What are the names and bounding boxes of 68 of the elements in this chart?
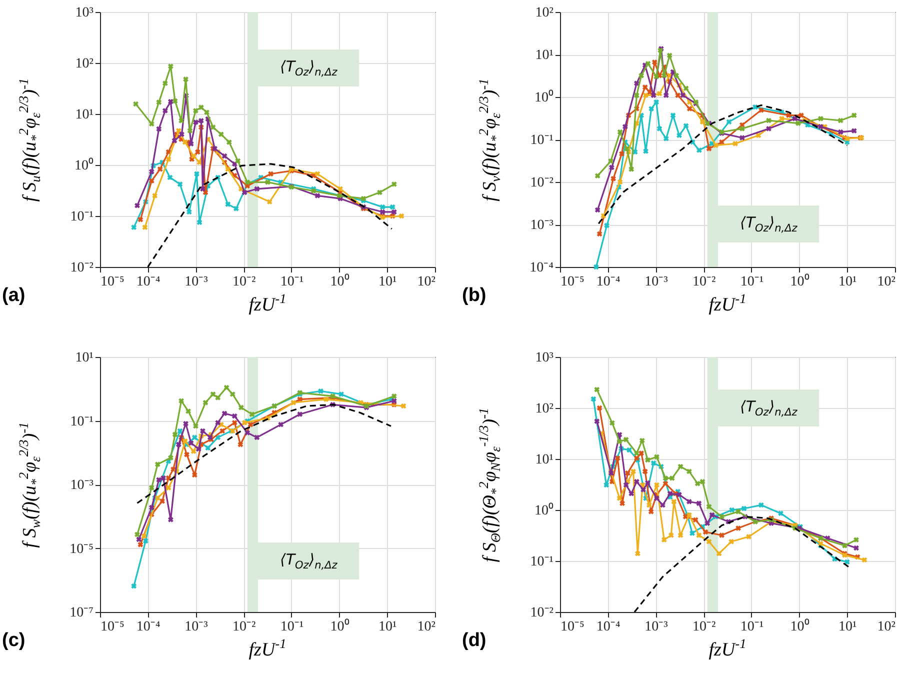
y-tick-label: 10⁻² [530, 176, 554, 190]
y-tick-label: 10⁰ [534, 90, 554, 106]
x-tick-label: 10⁰ [790, 274, 810, 290]
y-tick-label: 10⁻⁵ [70, 542, 94, 557]
text: (d) [462, 630, 486, 652]
y-tick-label: 10⁻⁷ [70, 606, 94, 620]
x-tick-label: 10⁻¹ [280, 274, 304, 290]
x-tick-label: 10⁻¹ [280, 620, 304, 634]
x-tick-label: 10⁻⁵ [100, 274, 124, 290]
x-tick-label: 10² [877, 620, 896, 634]
y-tick-label: 10¹ [75, 350, 94, 366]
y-tick-label: 10⁻¹ [70, 210, 94, 224]
x-tick-label: 10⁻³ [644, 274, 668, 290]
x-tick-label: 10⁻⁵ [100, 620, 124, 634]
y-tick-label: 10⁻² [530, 606, 554, 620]
y-tick-label: 10¹ [535, 48, 554, 63]
y-tick-label: 10⁻⁴ [530, 260, 554, 276]
x-tick-label: 10² [417, 620, 436, 634]
x-axis-title: fzU$^{-1}$ [248, 636, 286, 662]
x-tick-label: 10⁰ [330, 274, 350, 290]
y-tick-label: 10⁻¹ [530, 554, 554, 570]
x-tick-label: 10⁻⁴ [136, 620, 160, 634]
x-tick-label: 10⁰ [790, 618, 810, 634]
y-tick-label: 10¹ [535, 452, 554, 468]
y-tick-label: 10³ [75, 6, 94, 20]
y-tick-label: 10⁻¹ [70, 414, 94, 430]
x-axis-title: fzU$^{-1}$ [708, 636, 746, 662]
y-tick-label: 10⁻³ [70, 478, 94, 493]
x-tick-label: 10² [877, 274, 896, 290]
x-tick-label: 10² [417, 274, 436, 290]
x-tick-label: 10¹ [378, 274, 397, 290]
y-tick-label: 10⁻² [70, 260, 94, 276]
y-tick-label: 10² [75, 56, 94, 72]
x-tick-label: 10⁻² [692, 620, 716, 634]
x-tick-label: 10⁻² [232, 274, 256, 290]
x-axis-title: fzU$^{-1}$ [708, 291, 746, 316]
y-tick-label: 10³ [535, 350, 554, 366]
x-tick-label: 10⁻⁴ [596, 620, 620, 634]
x-tick-label: 10⁰ [330, 618, 350, 634]
x-tick-label: 10⁻³ [184, 274, 208, 290]
x-tick-label: 10⁻⁵ [560, 620, 584, 634]
band-label: ⟨T$_{Oz}$⟩$_{n,Δz}$ [258, 50, 360, 87]
x-tick-label: 10⁻⁴ [596, 274, 620, 290]
band-label: ⟨T$_{Oz}$⟩$_{n,Δz}$ [718, 205, 820, 242]
text: (b) [462, 285, 486, 307]
text: (a) [2, 285, 26, 307]
y-tick-label: 10² [535, 402, 554, 416]
x-tick-label: 10¹ [378, 620, 397, 634]
y-tick-label: 10⁰ [534, 502, 554, 518]
x-tick-label: 10⁻¹ [740, 274, 764, 290]
x-axis-title: fzU$^{-1}$ [248, 291, 286, 316]
y-tick-label: 10¹ [75, 108, 94, 122]
x-tick-label: 10⁻² [232, 620, 256, 634]
x-tick-label: 10⁻¹ [740, 620, 764, 634]
x-tick-label: 10¹ [838, 620, 857, 634]
x-tick-label: 10¹ [838, 274, 857, 290]
x-tick-label: 10⁻⁵ [560, 274, 584, 290]
band-label: ⟨T$_{Oz}$⟩$_{n,Δz}$ [258, 542, 360, 580]
band-label: ⟨T$_{Oz}$⟩$_{n,Δz}$ [718, 390, 820, 426]
y-tick-label: 10² [535, 6, 554, 20]
x-tick-label: 10⁻³ [644, 620, 668, 634]
x-tick-label: 10⁻⁴ [136, 274, 160, 290]
y-tick-label: 10⁻¹ [530, 133, 554, 148]
y-tick-label: 10⁻³ [530, 218, 554, 233]
y-tick-label: 10⁰ [74, 158, 94, 174]
text: (c) [2, 630, 26, 652]
x-tick-label: 10⁻³ [184, 620, 208, 634]
x-tick-label: 10⁻² [692, 274, 716, 290]
